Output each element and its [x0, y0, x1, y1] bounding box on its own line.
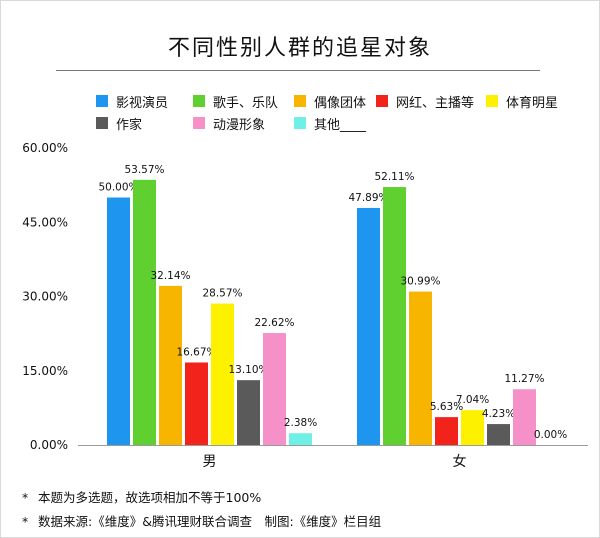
- legend-swatch: [376, 95, 388, 107]
- chart-title: 不同性别人群的追星对象: [167, 36, 432, 61]
- legend-item: 网红、主播等: [376, 93, 475, 111]
- data-label: 52.11%: [374, 171, 414, 183]
- legend-item: 歌手、乐队: [193, 93, 279, 111]
- bar: [513, 389, 536, 445]
- data-label: 30.99%: [400, 276, 440, 288]
- legend-swatch: [486, 95, 498, 107]
- legend-label: 体育明星: [506, 95, 559, 111]
- bar: [289, 433, 312, 445]
- legend-swatch: [294, 95, 306, 107]
- bar: [461, 410, 484, 445]
- legend-item: 体育明星: [486, 93, 559, 111]
- data-label: 53.57%: [124, 164, 164, 176]
- data-label: 50.00%: [98, 182, 138, 194]
- data-label: 16.67%: [176, 346, 216, 358]
- legend-swatch: [294, 117, 306, 129]
- legend-label: 其他____: [314, 117, 367, 133]
- bar: [133, 179, 156, 446]
- legend-item: 其他____: [294, 115, 367, 133]
- footnote-multiselect: * 本题为多选题，故选项相加不等于100%: [22, 487, 261, 506]
- legend-item: 偶像团体: [294, 93, 367, 111]
- footnote-text: 本题为多选题，故选项相加不等于100%: [38, 490, 262, 505]
- y-tick-label: 45.00%: [22, 215, 68, 229]
- bar: [435, 417, 458, 445]
- legend-label: 网红、主播等: [396, 95, 475, 111]
- bar: [237, 380, 260, 445]
- legend-swatch: [96, 95, 108, 107]
- data-label: 28.57%: [202, 288, 242, 300]
- title-underline: [56, 70, 540, 71]
- footnote-marker: *: [22, 490, 29, 505]
- legend-item: 作家: [96, 115, 143, 133]
- legend-label: 偶像团体: [314, 95, 367, 111]
- data-label: 7.04%: [456, 394, 489, 406]
- data-label: 5.63%: [430, 401, 463, 413]
- legend-item: 影视演员: [96, 93, 169, 111]
- data-label: 11.27%: [504, 373, 544, 385]
- footnote-source: * 数据来源:《维度》&腾讯理财联合调查 制图:《维度》栏目组: [22, 511, 381, 530]
- y-tick-label: 0.00%: [30, 438, 68, 452]
- footnote-marker: *: [22, 514, 29, 529]
- bar: [211, 303, 234, 445]
- bar: [487, 424, 510, 445]
- legend-swatch: [193, 95, 205, 107]
- x-category-label: 女: [453, 453, 467, 470]
- bar: [383, 187, 406, 446]
- legend-label: 歌手、乐队: [213, 95, 279, 111]
- legend-label: 作家: [116, 117, 143, 133]
- footnote-text: 数据来源:《维度》&腾讯理财联合调查 制图:《维度》栏目组: [38, 514, 382, 529]
- bar: [159, 285, 182, 445]
- y-tick-label: 30.00%: [22, 290, 68, 304]
- x-category-label: 男: [203, 454, 217, 470]
- data-label: 2.38%: [284, 417, 317, 429]
- bar: [185, 362, 208, 445]
- legend-label: 影视演员: [116, 95, 169, 111]
- data-label: 47.89%: [348, 192, 388, 204]
- legend-label: 动漫形象: [213, 117, 266, 133]
- data-label: 4.23%: [482, 408, 515, 420]
- data-label: 32.14%: [150, 270, 190, 282]
- legend-item: 动漫形象: [193, 115, 266, 133]
- legend-swatch: [96, 117, 108, 129]
- data-label: 13.10%: [228, 364, 268, 376]
- legend-swatch: [193, 117, 205, 129]
- bar: [263, 333, 286, 445]
- data-label: 22.62%: [254, 317, 294, 329]
- bar: [409, 291, 432, 445]
- bar: [107, 197, 130, 445]
- bar: [357, 207, 380, 445]
- y-tick-label: 15.00%: [22, 364, 68, 378]
- y-tick-label: 60.00%: [22, 141, 68, 155]
- data-label: 0.00%: [534, 429, 567, 441]
